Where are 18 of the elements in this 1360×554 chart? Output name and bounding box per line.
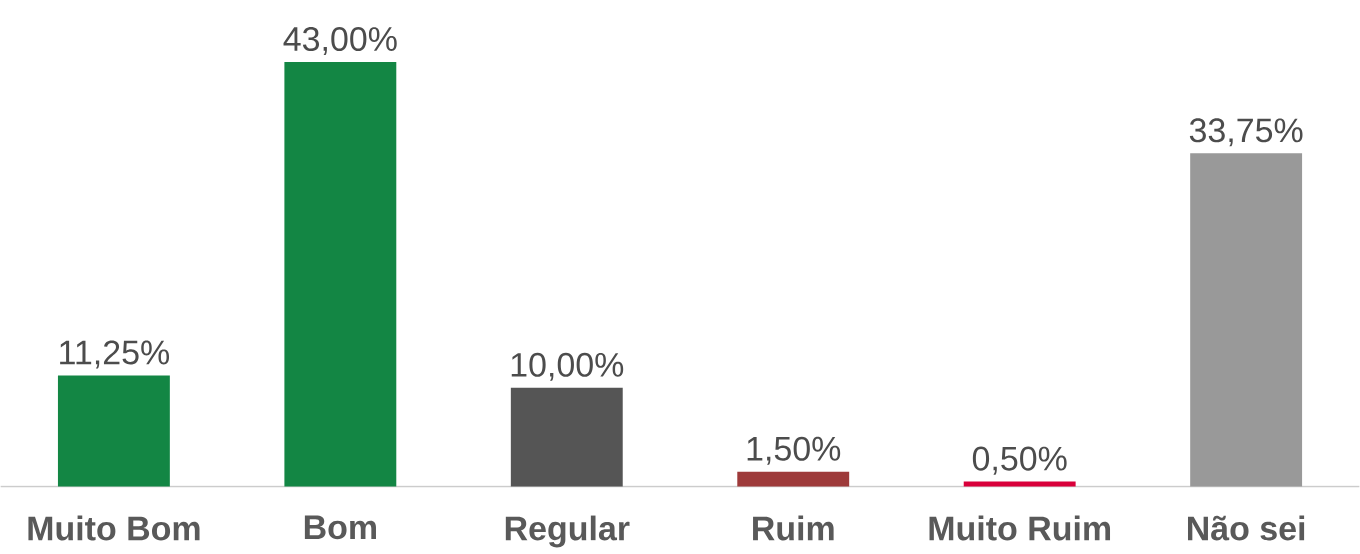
data-label: 0,50% (972, 446, 1067, 475)
x-tick-label: Bom (304, 515, 376, 540)
x-tick-label: Regular (505, 515, 630, 548)
bar (963, 481, 1076, 487)
bar (57, 375, 170, 487)
x-tick-label: Ruim (753, 515, 834, 541)
bar (284, 61, 397, 487)
x-tick-label: Não sei (1187, 515, 1305, 541)
bar (510, 387, 623, 487)
x-tick-label: Muito Bom (28, 515, 200, 541)
data-label: 1,50% (747, 436, 841, 465)
bar (1190, 153, 1303, 487)
data-label: 33,75% (1189, 118, 1303, 147)
data-label: 43,00% (283, 26, 397, 55)
bar (737, 471, 850, 487)
data-label: 11,25% (60, 340, 170, 369)
data-label: 10,00% (511, 352, 624, 381)
x-tick-label: Muito Ruim (929, 515, 1111, 541)
